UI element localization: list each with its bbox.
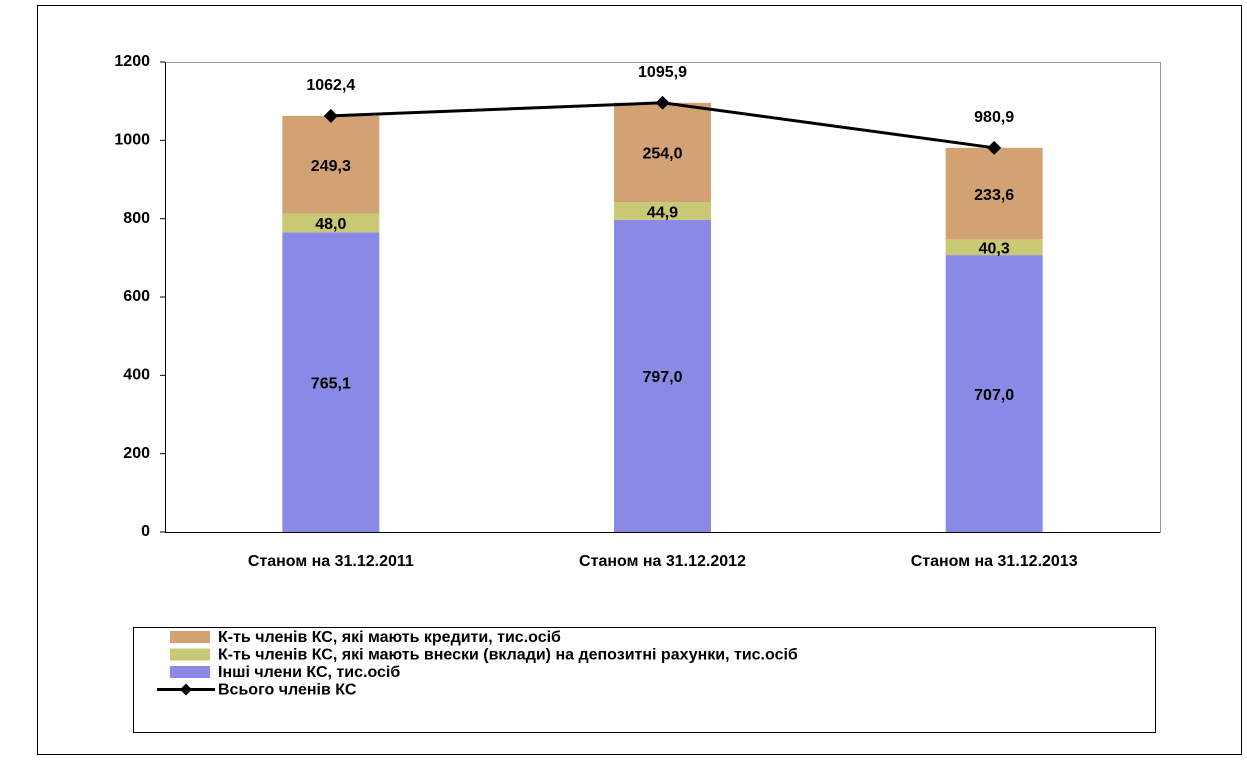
bar-segment [945, 255, 1043, 532]
legend-marker [180, 683, 192, 696]
bar-segment [614, 102, 711, 203]
legend-label: К-ть членів КС, які мають внески (вклади… [218, 647, 798, 664]
y-tick-label: 800 [123, 210, 150, 227]
legend-label: Інші члени КС, тис.осіб [218, 664, 400, 681]
x-tick-label: Станом на 31.12.2013 [911, 553, 1078, 570]
value-label: 249,3 [311, 158, 351, 175]
value-label: 233,6 [974, 187, 1014, 204]
value-label: 48,0 [315, 216, 346, 233]
value-label: 40,3 [979, 240, 1010, 257]
legend-swatch [170, 631, 210, 643]
line-marker [323, 108, 338, 123]
bar-segment [282, 115, 380, 214]
value-label: 797,0 [642, 369, 682, 386]
legend-label: Всього членів КС [218, 682, 357, 699]
y-tick-label: 400 [123, 367, 150, 384]
bar-segment [945, 239, 1043, 256]
bar-segment [614, 202, 711, 220]
value-label: 707,0 [974, 387, 1014, 404]
legend-swatch [170, 648, 210, 661]
value-label: 44,9 [647, 204, 678, 221]
legend [133, 627, 1156, 733]
bar-segment [614, 219, 711, 532]
legend-swatch [170, 666, 210, 678]
x-tick-label: Станом на 31.12.2011 [248, 553, 414, 570]
value-label: 254,0 [642, 146, 682, 163]
bar-segment [282, 232, 380, 533]
value-label: 980,9 [974, 109, 1014, 126]
legend-label: К-ть членів КС, які мають кредити, тис.о… [218, 629, 561, 646]
y-tick-label: 600 [123, 288, 150, 305]
bar-segment [945, 147, 1043, 240]
y-tick-label: 1000 [114, 132, 150, 149]
x-tick-label: Станом на 31.12.2012 [579, 553, 746, 570]
value-label: 1095,9 [638, 64, 687, 81]
value-label: 1062,4 [306, 77, 355, 94]
y-tick-label: 0 [141, 523, 150, 540]
bar-segment [282, 213, 380, 233]
value-label: 765,1 [311, 375, 351, 392]
line-marker [655, 95, 670, 110]
line-marker [987, 140, 1002, 155]
y-tick-label: 200 [123, 445, 150, 462]
y-tick-label: 1200 [114, 53, 150, 70]
